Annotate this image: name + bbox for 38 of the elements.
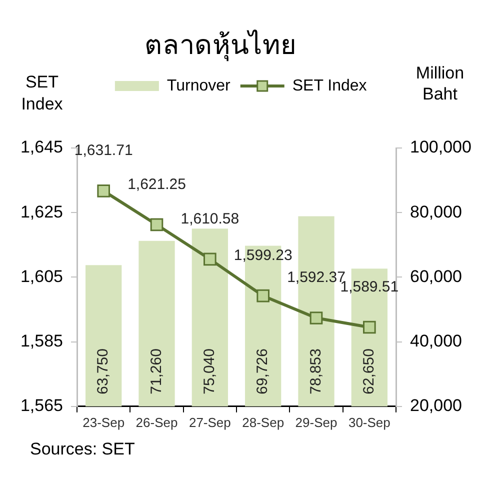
x-tick-label: 27-Sep (188, 414, 231, 430)
y2-tick-label: 20,000 (410, 396, 462, 416)
data-label: 1,631.71 (74, 142, 133, 160)
y2-axis-title: Million Baht (416, 64, 464, 104)
data-label: 69,726 (254, 348, 272, 394)
x-tick-label: 30-Sep (348, 414, 390, 430)
point (363, 320, 376, 334)
chart-title: ตลาดหุ้นไทย (144, 30, 296, 62)
x-tick-label: 28-Sep (242, 414, 284, 430)
point (150, 218, 164, 232)
y2-tick-label: 80,000 (410, 202, 462, 222)
point (256, 289, 270, 302)
data-label: 1,599.23 (234, 246, 292, 264)
y2-tick-label: 60,000 (410, 266, 462, 286)
y-tick-label: 1,565 (20, 396, 63, 416)
data-label: 62,650 (360, 348, 378, 394)
data-label: 1,610.58 (180, 210, 240, 228)
legend-label: SET Index (292, 77, 367, 94)
point (310, 312, 323, 324)
data-label: 75,040 (201, 348, 218, 394)
y2-tick-label: 100,000 (410, 138, 472, 157)
x-tick-label: 23-Sep (82, 414, 125, 430)
y-tick-label: 1,645 (20, 138, 63, 157)
legend-label: Turnover (166, 77, 232, 94)
y-tick-label: 1,605 (20, 266, 63, 286)
y-tick-label: 1,585 (20, 331, 63, 350)
y-axis-title: SET Index (21, 72, 64, 114)
data-label: 78,853 (307, 348, 324, 394)
y2-tick-label: 40,000 (410, 331, 462, 350)
source-note: Sources: SET (30, 440, 135, 459)
point (204, 252, 216, 266)
y-tick-label: 1,625 (20, 202, 63, 222)
x-tick-label: 26-Sep (136, 414, 178, 430)
data-label: 63,750 (94, 348, 112, 394)
data-label: 71,260 (148, 348, 165, 394)
data-label: 1,621.25 (128, 176, 186, 193)
point (97, 184, 110, 198)
x-tick-label: 29-Sep (295, 414, 338, 430)
